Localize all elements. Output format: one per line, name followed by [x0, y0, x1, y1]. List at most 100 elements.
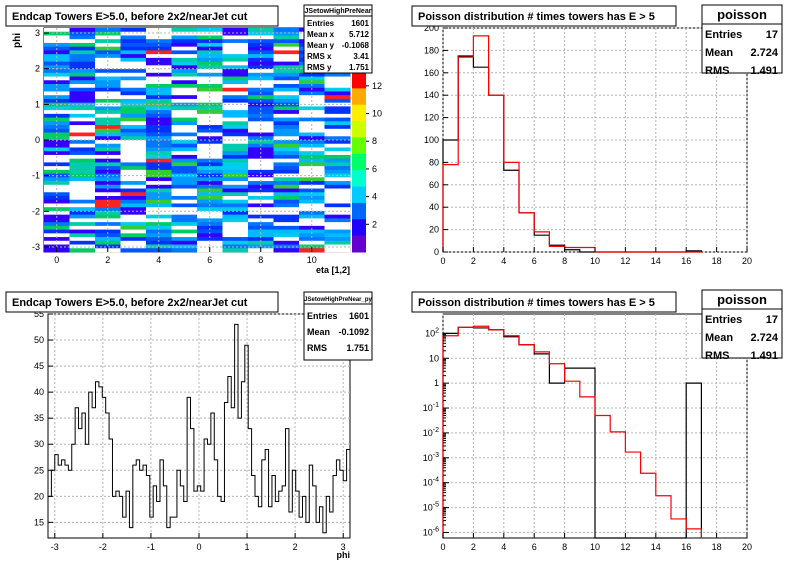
heatmap-cell	[69, 196, 96, 201]
heatmap-cell	[222, 210, 249, 216]
heatmap-cell	[120, 69, 147, 74]
heatmap-cell	[120, 177, 147, 182]
heatmap-cell	[69, 28, 96, 33]
heatmap-cell	[324, 184, 351, 189]
heatmap-cell	[69, 177, 96, 182]
y-tick-labels: -3 -2 -1 0 1 2 3	[32, 28, 49, 252]
heatmap-cell	[222, 102, 249, 107]
y-tick-label: 0	[434, 247, 439, 257]
heatmap-cell	[146, 188, 172, 193]
heatmap-cell	[197, 237, 223, 242]
heatmap-cell	[69, 50, 96, 55]
heatmap-cell	[171, 218, 198, 223]
heatmap-cell	[171, 117, 198, 122]
x-tick-label: 12	[620, 256, 630, 266]
series-line	[442, 325, 702, 538]
heatmap-cell	[248, 28, 274, 33]
heatmap-cell	[171, 162, 198, 167]
heatmap-cell	[171, 54, 198, 59]
heatmap-cell	[69, 84, 96, 89]
panel-poisson-linear: 0 2 4 6 8 10 12 14 16 18 20 0 20 40 60 80 100 120 140 160 1…	[411, 4, 783, 266]
heatmap-cell	[44, 181, 70, 186]
heatmap-cell	[324, 151, 351, 156]
heatmap-cell	[222, 143, 249, 148]
x-tick-label: 2	[471, 542, 476, 552]
heatmap-cell	[273, 166, 300, 171]
heatmap-cell	[95, 76, 121, 81]
heatmap-cell	[222, 166, 249, 171]
heatmap-cell	[273, 162, 300, 167]
heatmap-cell	[120, 87, 147, 92]
heatmap-cell	[120, 84, 147, 89]
heatmap-cell	[171, 121, 198, 126]
heatmap-cell	[171, 50, 198, 55]
heatmap-cell	[222, 128, 249, 133]
heatmap-cell	[120, 54, 147, 59]
heatmap-cell	[120, 91, 147, 96]
heatmap-cell	[69, 95, 96, 100]
heatmap-cell	[171, 248, 198, 253]
heatmap-cell	[324, 132, 351, 137]
heatmap-cell	[299, 136, 325, 141]
panel-title: Poisson distribution # times towers has …	[418, 11, 655, 23]
heatmap-cell	[120, 106, 147, 111]
y-tick-label: 35	[34, 413, 44, 423]
heatmap-cell	[222, 95, 249, 100]
heatmap-cell	[222, 154, 249, 160]
heatmap-cell	[171, 136, 198, 141]
heatmap-cell	[273, 237, 300, 242]
heatmap-cell	[248, 181, 274, 186]
colorbar-segment	[352, 72, 366, 89]
heatmap-cell	[120, 72, 147, 77]
stats-value: 5.712	[349, 30, 370, 39]
heatmap-cell	[146, 69, 172, 74]
heatmap-cell	[146, 72, 172, 77]
heatmap-cell	[69, 91, 96, 96]
heatmap-cell	[120, 42, 147, 48]
heatmap-cell	[69, 169, 96, 174]
y-tick-labels: 0 20 40 60 80 100 120 140 160 180 200	[424, 23, 448, 257]
heatmap-cell	[69, 46, 96, 51]
heatmap-cell	[222, 110, 249, 115]
heatmap-cell	[248, 72, 274, 77]
heatmap-cell	[120, 225, 147, 230]
heatmap-cell	[197, 136, 223, 141]
heatmap-cell	[222, 84, 249, 89]
colorbar: 2 4 6 8 10 12	[352, 72, 382, 253]
y-tick-label: 20	[34, 491, 44, 501]
x-tick-label: 8	[258, 255, 263, 265]
heatmap-cell	[273, 65, 300, 70]
heatmap-cell	[95, 181, 121, 186]
heatmap-cell	[95, 237, 121, 242]
heatmap-cell	[95, 80, 121, 85]
heatmap-cell	[248, 136, 274, 141]
heatmap-cell	[171, 80, 198, 85]
x-tick-label: 2	[471, 256, 476, 266]
heatmap-cell	[197, 76, 223, 81]
stats-label: Mean	[705, 332, 733, 344]
heatmap-cell	[197, 225, 223, 230]
heatmap-cell	[273, 222, 300, 227]
heatmap-cell	[222, 28, 249, 33]
heatmap-cell	[146, 192, 172, 197]
heatmap-cell	[171, 91, 198, 96]
heatmap-cell	[273, 154, 300, 160]
heatmap-cell	[299, 169, 325, 174]
x-tick-label: 4	[501, 256, 506, 266]
x-tick-label: 20	[742, 256, 752, 266]
heatmap-cell	[299, 225, 325, 230]
heatmap-cell	[299, 113, 325, 118]
stats-box: poisson Entries 17 Mean 2.724 RMS 1.491	[701, 4, 783, 77]
heatmap-cell	[299, 72, 325, 77]
heatmap-cell	[120, 117, 147, 122]
heatmap-cell	[95, 233, 121, 238]
heatmap-cell	[273, 76, 300, 81]
heatmap-cell	[120, 184, 147, 189]
heatmap-cell	[95, 244, 121, 249]
heatmap-cell	[69, 233, 96, 238]
heatmap-cell	[69, 132, 96, 137]
stats-name: poisson	[717, 7, 767, 22]
heatmap-cell	[171, 214, 198, 219]
heatmap-cell	[299, 76, 325, 81]
